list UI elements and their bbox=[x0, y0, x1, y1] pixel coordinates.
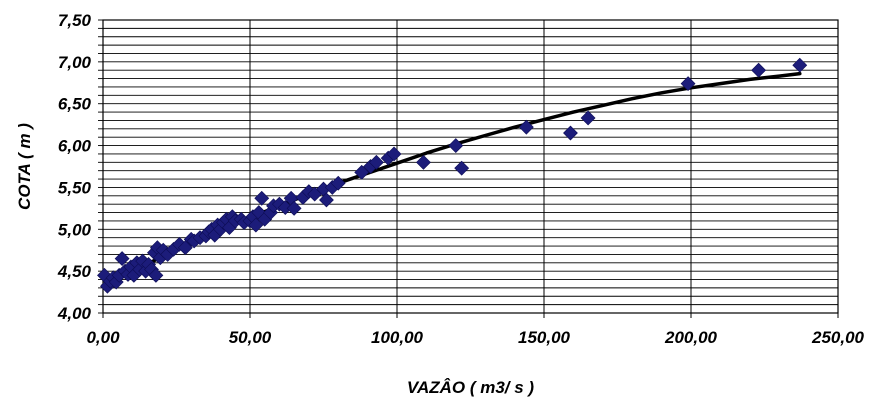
x-tick-label: 100,00 bbox=[371, 328, 424, 347]
x-tick-label: 200,00 bbox=[664, 328, 718, 347]
x-axis-title: VAZÂO ( m3/ s ) bbox=[407, 378, 535, 397]
data-points bbox=[97, 57, 808, 294]
data-point bbox=[248, 217, 264, 233]
y-axis-title: COTA ( m ) bbox=[15, 123, 34, 210]
y-tick-label: 6,50 bbox=[58, 95, 92, 114]
y-tick-label: 6,00 bbox=[58, 137, 92, 156]
data-point bbox=[368, 154, 384, 170]
x-tick-label: 150,00 bbox=[518, 328, 571, 347]
data-point bbox=[751, 62, 767, 78]
horizontal-gridlines bbox=[98, 19, 838, 314]
data-point bbox=[354, 164, 370, 180]
data-point bbox=[416, 154, 431, 170]
data-point bbox=[792, 57, 808, 73]
data-point bbox=[254, 190, 270, 206]
x-tick-label: 0,00 bbox=[86, 328, 120, 347]
data-point bbox=[148, 267, 164, 283]
y-tick-label: 4,00 bbox=[57, 304, 92, 323]
x-tick-labels: 0,00 50,00 100,00 150,00 200,00 250,00 bbox=[86, 328, 864, 347]
data-point bbox=[286, 200, 302, 216]
data-point bbox=[114, 251, 130, 267]
data-point bbox=[319, 192, 334, 208]
data-point bbox=[330, 175, 346, 191]
x-tick-label: 250,00 bbox=[811, 328, 865, 347]
data-point bbox=[454, 160, 470, 176]
data-point bbox=[680, 76, 696, 92]
y-tick-label: 7,50 bbox=[58, 11, 92, 30]
data-point bbox=[448, 138, 464, 153]
data-point bbox=[518, 119, 534, 135]
data-point bbox=[580, 110, 596, 126]
y-tick-label: 4,50 bbox=[57, 262, 92, 281]
y-tick-label: 5,50 bbox=[58, 178, 92, 197]
y-tick-label: 5,00 bbox=[58, 220, 92, 239]
x-tick-label: 50,00 bbox=[229, 328, 272, 347]
plot-frame bbox=[102, 19, 839, 314]
vertical-gridlines bbox=[102, 20, 839, 318]
y-tick-labels: 4,00 4,50 5,00 5,50 6,00 6,50 7,00 7,50 bbox=[57, 11, 92, 323]
data-point bbox=[386, 146, 402, 162]
data-point bbox=[563, 125, 578, 141]
y-tick-label: 7,00 bbox=[58, 53, 92, 72]
plot-area bbox=[102, 19, 839, 314]
